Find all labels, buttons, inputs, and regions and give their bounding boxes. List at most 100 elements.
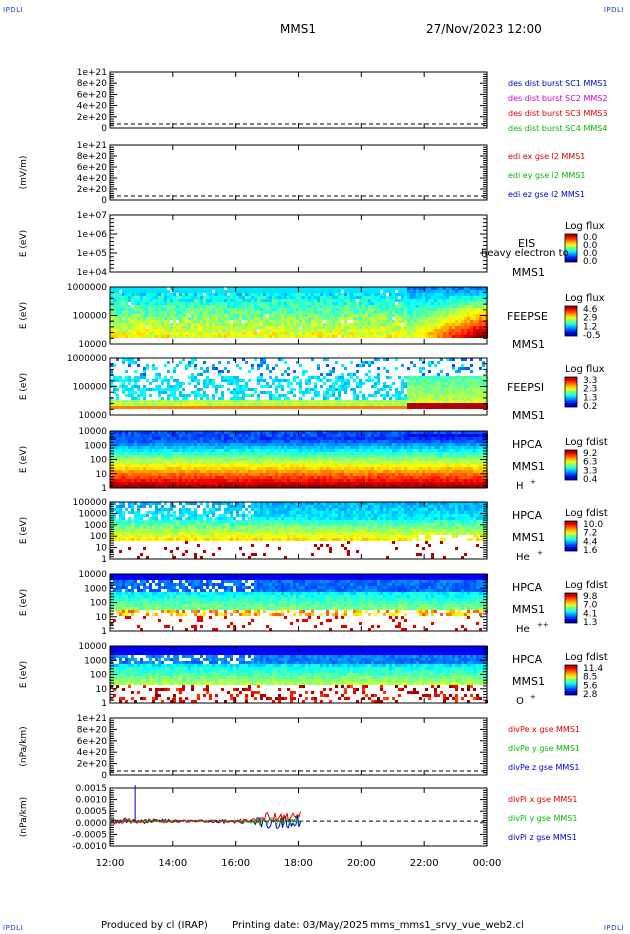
ytick-label: 10000 bbox=[78, 642, 107, 652]
ytick-label: 0 bbox=[101, 124, 107, 134]
overlay-label: heavy electron to bbox=[481, 248, 569, 259]
colorbar-tick: 7.0 bbox=[583, 601, 598, 611]
colorbar-tick: 0.0 bbox=[583, 241, 598, 251]
ytick-label: 100 bbox=[90, 532, 107, 542]
spacecraft-label: MMS1 bbox=[512, 675, 545, 688]
colorbar-tick: 3.3 bbox=[583, 466, 597, 476]
ytick-label: 8e+20 bbox=[77, 79, 108, 89]
ytick-label: 1000 bbox=[84, 584, 107, 594]
instrument-label: FEEPSI bbox=[507, 381, 544, 394]
colorbar-tick: 6.3 bbox=[583, 458, 597, 468]
mission-title: MMS1 bbox=[280, 22, 316, 36]
colorbar-tick: 9.8 bbox=[583, 592, 598, 602]
panel-9 bbox=[109, 717, 488, 776]
colorbar-tick: 0.0 bbox=[583, 233, 598, 243]
colorbar bbox=[564, 233, 578, 263]
ylabel: E (eV) bbox=[19, 446, 29, 473]
colorbar-tick: 2.3 bbox=[583, 385, 597, 395]
legend-entry: divPe y gse MMS1 bbox=[508, 744, 580, 753]
colorbar bbox=[564, 664, 578, 696]
ytick-label: 1 bbox=[101, 555, 107, 565]
datetime-title: 27/Nov/2023 12:00 bbox=[426, 22, 542, 36]
colorbar bbox=[564, 376, 578, 408]
ylabel: E (eV) bbox=[19, 302, 29, 329]
panel-8 bbox=[109, 645, 578, 704]
ytick-label: 0.0000 bbox=[76, 819, 108, 829]
colorbar-tick: 4.1 bbox=[583, 609, 597, 619]
colorbar-title: Log flux bbox=[565, 364, 605, 375]
panel-4 bbox=[109, 357, 578, 416]
colorbar-tick: -0.5 bbox=[583, 331, 601, 341]
ytick-label: 0.0010 bbox=[76, 796, 108, 806]
colorbar-tick: 4.4 bbox=[583, 537, 598, 547]
spacecraft-label: MMS1 bbox=[512, 266, 545, 279]
panel-2 bbox=[109, 214, 578, 273]
ytick-label: 100 bbox=[90, 599, 107, 609]
series-line bbox=[109, 811, 301, 826]
panel-1 bbox=[109, 144, 488, 201]
ytick-label: 1 bbox=[101, 627, 107, 637]
corner-label-bl: IPDLI bbox=[3, 924, 24, 932]
species-label: He bbox=[516, 624, 530, 635]
legend-entry: edi ex gse l2 MMS1 bbox=[508, 152, 585, 161]
colorbar-tick: 0.0 bbox=[583, 257, 598, 267]
xtick-label: 00:00 bbox=[473, 858, 502, 869]
colorbar-tick: 0.2 bbox=[583, 402, 597, 412]
spacecraft-label: MMS1 bbox=[512, 460, 545, 473]
species-label: He bbox=[516, 552, 530, 563]
colorbar-tick: 9.2 bbox=[583, 449, 597, 459]
ylabel: (nPa/km) bbox=[19, 726, 29, 766]
colorbar-tick: 10.0 bbox=[583, 520, 603, 530]
ytick-label: 1e+04 bbox=[77, 268, 108, 278]
ytick-label: 1000 bbox=[84, 441, 107, 451]
colorbar-tick: 1.3 bbox=[583, 393, 597, 403]
ytick-label: 1 bbox=[101, 699, 107, 709]
colorbar-tick: 5.6 bbox=[583, 681, 598, 691]
ytick-label: 10 bbox=[96, 470, 108, 480]
corner-label-tr: IPDLI bbox=[603, 6, 624, 14]
panel-frame bbox=[109, 71, 488, 129]
ytick-label: 2e+20 bbox=[77, 185, 108, 195]
spacecraft-label: MMS1 bbox=[512, 338, 545, 351]
ylabel: E (eV) bbox=[19, 230, 29, 257]
xtick-label: 16:00 bbox=[221, 858, 250, 869]
ytick-label: 100000 bbox=[73, 312, 108, 322]
xtick-label: 20:00 bbox=[347, 858, 376, 869]
ytick-label: 4e+20 bbox=[77, 748, 108, 758]
spacecraft-label: MMS1 bbox=[512, 603, 545, 616]
panel-7 bbox=[109, 573, 578, 632]
species-charge: ++ bbox=[537, 621, 549, 629]
colorbar-tick: 2.8 bbox=[583, 690, 598, 700]
legend-entry: edi ey gse l2 MMS1 bbox=[508, 171, 586, 180]
colorbar-tick: 2.9 bbox=[583, 314, 598, 324]
ytick-label: 6e+20 bbox=[77, 737, 108, 747]
colorbar-title: Log fdist bbox=[565, 508, 608, 519]
panel-5 bbox=[109, 430, 578, 489]
ytick-label: 4e+20 bbox=[77, 102, 108, 112]
panel-6 bbox=[109, 501, 578, 560]
instrument-label: FEEPSE bbox=[507, 310, 548, 323]
ylabel: E (eV) bbox=[19, 373, 29, 400]
ytick-label: 100 bbox=[90, 671, 107, 681]
ytick-label: 10 bbox=[96, 613, 108, 623]
colorbar-title: Log fdist bbox=[565, 652, 608, 663]
instrument-label: HPCA bbox=[512, 509, 543, 522]
colorbar-tick: 1.2 bbox=[583, 322, 597, 332]
colorbar-tick: 0.0 bbox=[583, 249, 598, 259]
ytick-label: 1000 bbox=[84, 521, 107, 531]
panel-0 bbox=[109, 71, 488, 129]
spacecraft-label: MMS1 bbox=[512, 531, 545, 544]
colorbar-tick: 8.5 bbox=[583, 673, 597, 683]
species-charge: + bbox=[530, 693, 536, 701]
ytick-label: 1e+21 bbox=[77, 141, 107, 151]
ytick-label: 6e+20 bbox=[77, 90, 108, 100]
ytick-label: -0.0005 bbox=[72, 830, 107, 840]
ylabel: E (eV) bbox=[19, 517, 29, 544]
legend-entry: divPi y gse MMS1 bbox=[508, 814, 577, 823]
panel-frame bbox=[109, 214, 488, 273]
colorbar bbox=[564, 305, 578, 337]
ytick-label: 10000 bbox=[78, 411, 107, 421]
species-label: O bbox=[516, 696, 524, 707]
ylabel: (mV/m) bbox=[19, 156, 29, 190]
colorbar-title: Log flux bbox=[565, 221, 605, 232]
